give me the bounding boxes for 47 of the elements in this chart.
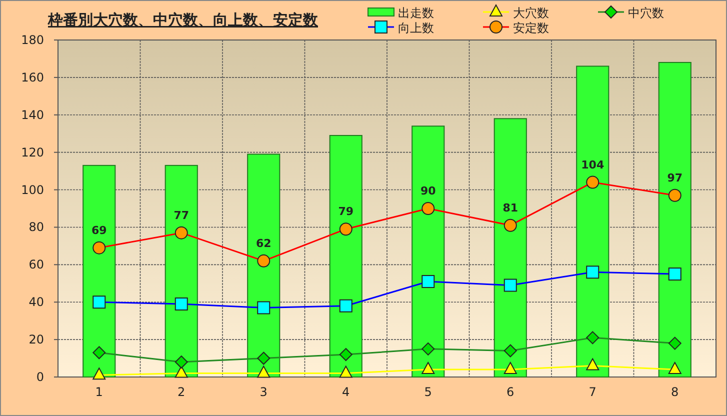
x-tick-label: 1 [95,385,103,399]
y-tick-label: 0 [36,370,44,384]
data-label: 69 [91,224,107,237]
legend-label: 中穴数 [628,6,664,20]
x-tick-label: 4 [342,385,350,399]
chart-title: 枠番別大穴数、中穴数、向上数、安定数 [47,11,319,29]
data-label: 97 [667,171,683,184]
point [504,362,517,374]
y-tick-label: 80 [28,220,44,234]
legend-label: 出走数 [398,6,434,20]
x-tick-label: 2 [178,385,186,399]
y-tick-label: 100 [21,182,44,197]
data-label: 104 [581,158,604,172]
y-tick-label: 120 [21,145,44,160]
bar [412,126,445,378]
data-label: 81 [502,201,518,214]
data-label: 79 [338,205,354,218]
x-tick-label: 6 [506,385,514,399]
point [257,366,270,378]
bar [576,66,610,378]
y-tick-label: 140 [21,108,44,122]
y-tick-label: 40 [28,295,44,310]
data-label: 62 [256,236,272,250]
legend-label: 大穴数 [513,6,549,20]
y-tick-label: 20 [28,332,44,347]
point [422,362,435,374]
bar [658,62,692,378]
data-label: 77 [174,208,190,222]
point [92,368,106,380]
point [174,366,188,378]
bar [329,134,362,378]
x-tick-label: 5 [424,385,432,399]
y-tick-label: 180 [21,33,44,47]
data-label: 90 [420,184,436,198]
x-tick-label: 3 [260,385,268,399]
point [586,358,600,370]
point [668,362,682,374]
legend-label: 向上数 [398,21,434,35]
point [339,366,352,378]
bar [82,164,116,378]
y-tick-label: 60 [28,258,44,272]
bar [494,118,527,378]
x-tick-label: 8 [671,385,679,399]
y-tick-label: 160 [21,70,44,84]
legend-label: 安定数 [513,21,549,35]
bar [164,164,198,378]
x-tick-label: 7 [588,385,596,399]
